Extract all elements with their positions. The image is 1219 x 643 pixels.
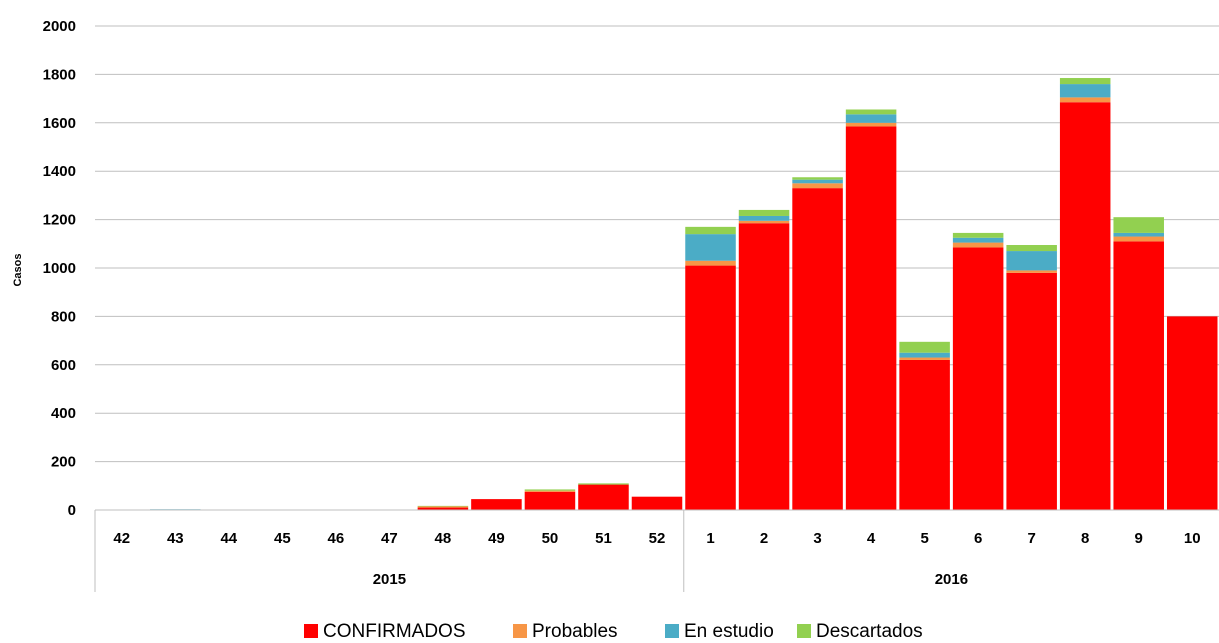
legend-swatch: [797, 624, 811, 638]
y-tick-label: 800: [51, 308, 76, 325]
x-tick-label: 8: [1081, 530, 1089, 547]
bar-segment-confirmados: [738, 223, 790, 511]
x-tick-label: 5: [920, 530, 928, 547]
gridlines: [95, 25, 1219, 511]
bar-segment-en-estudio: [738, 215, 790, 221]
y-tick-label: 600: [51, 357, 76, 374]
bar-segment-descartados: [845, 109, 897, 115]
x-tick-label: 42: [113, 530, 130, 547]
x-tick-label: 43: [167, 530, 184, 547]
y-tick-label: 1600: [43, 115, 76, 132]
legend-label: CONFIRMADOS: [323, 621, 466, 642]
x-tick-label: 6: [974, 530, 982, 547]
x-tick-label: 44: [220, 530, 237, 547]
bar-segment-en-estudio: [899, 352, 950, 358]
bar-segment-en-estudio: [1006, 251, 1057, 271]
x-tick-label: 49: [488, 530, 505, 547]
x-tick-label: 4: [867, 530, 876, 547]
bar-segment-confirmados: [524, 491, 576, 510]
x-group-label: 2016: [935, 571, 968, 588]
bar-segment-probables: [792, 183, 843, 189]
bar-segment-descartados: [952, 232, 1004, 238]
legend-swatch: [304, 624, 318, 638]
bar-segment-en-estudio: [1059, 84, 1111, 98]
y-tick-label: 1200: [43, 212, 76, 229]
bar-segment-probables: [952, 242, 1004, 248]
bar-segment-confirmados: [899, 359, 950, 510]
bar-segment-descartados: [578, 483, 629, 485]
bar-segment-en-estudio: [845, 114, 897, 123]
bar-segment-descartados: [1059, 78, 1111, 85]
x-tick-label: 10: [1184, 530, 1201, 547]
x-tick-label: 45: [274, 530, 291, 547]
x-tick-label: 52: [649, 530, 666, 547]
x-tick-label: 7: [1027, 530, 1035, 547]
bar-segment-en-estudio: [1113, 232, 1164, 237]
y-tick-label: 0: [68, 502, 76, 519]
legend-swatch: [513, 624, 527, 638]
y-axis-title: Casos: [12, 253, 24, 286]
bar-segment-confirmados: [1059, 102, 1111, 510]
x-tick-label: 50: [542, 530, 559, 547]
x-tick-label: 2: [760, 530, 768, 547]
x-tick-label: 3: [813, 530, 821, 547]
legend-label: En estudio: [684, 621, 774, 642]
bar-segment-confirmados: [1113, 241, 1164, 510]
bar-segment-confirmados: [845, 126, 897, 511]
bar-segment-descartados: [899, 341, 950, 353]
y-tick-label: 1000: [43, 260, 76, 277]
x-tick-label: 1: [706, 530, 714, 547]
y-tick-label: 1400: [43, 163, 76, 180]
x-tick-label: 51: [595, 530, 612, 547]
x-tick-label: 47: [381, 530, 398, 547]
y-tick-label: 200: [51, 454, 76, 471]
bar-segment-confirmados: [952, 247, 1004, 510]
bar-segment-probables: [1113, 236, 1164, 242]
x-tick-label: 46: [328, 530, 345, 547]
bar-segment-descartados: [738, 209, 790, 216]
bar-segment-confirmados: [417, 507, 469, 510]
y-tick-label: 2000: [43, 18, 76, 35]
bar-segment-en-estudio: [792, 179, 843, 184]
bar-segment-confirmados: [471, 499, 522, 510]
x-tick-label: 9: [1135, 530, 1143, 547]
legend-label: Descartados: [816, 621, 923, 642]
bar-segment-descartados: [685, 226, 736, 235]
bar-segment-confirmados: [578, 484, 629, 510]
x-tick-label: 48: [435, 530, 452, 547]
bar-segment-probables: [845, 122, 897, 127]
bar-segment-descartados: [524, 489, 576, 491]
legend: CONFIRMADOS Probables En estudio Descartado…: [304, 621, 923, 642]
x-group-label: 2015: [373, 571, 406, 588]
bar-segment-en-estudio: [685, 234, 736, 261]
bar-segment-probables: [1059, 97, 1111, 103]
bar-segment-probables: [1006, 270, 1057, 273]
bar-segment-probables: [524, 490, 576, 492]
bar-segment-descartados: [1006, 245, 1057, 252]
bar-segment-descartados: [417, 505, 469, 507]
bar-segment-probables: [417, 506, 469, 508]
bar-segment-probables: [899, 357, 950, 360]
y-tick-label: 400: [51, 405, 76, 422]
bar-segment-probables: [738, 220, 790, 224]
bar-segment-descartados: [792, 177, 843, 180]
bar-segment-probables: [685, 260, 736, 266]
bar-segment-confirmados: [792, 188, 843, 510]
bar-segment-descartados: [1113, 217, 1164, 233]
bar-segment-confirmados: [685, 265, 736, 510]
legend-label: Probables: [532, 621, 618, 642]
bar-segment-confirmados: [631, 496, 683, 510]
bar-segment-en-estudio: [952, 237, 1004, 243]
bar-segment-confirmados: [1006, 272, 1057, 510]
bars: [150, 78, 1218, 511]
y-tick-label: 1800: [43, 66, 76, 83]
legend-swatch: [665, 624, 679, 638]
bar-segment-confirmados: [1166, 316, 1218, 510]
